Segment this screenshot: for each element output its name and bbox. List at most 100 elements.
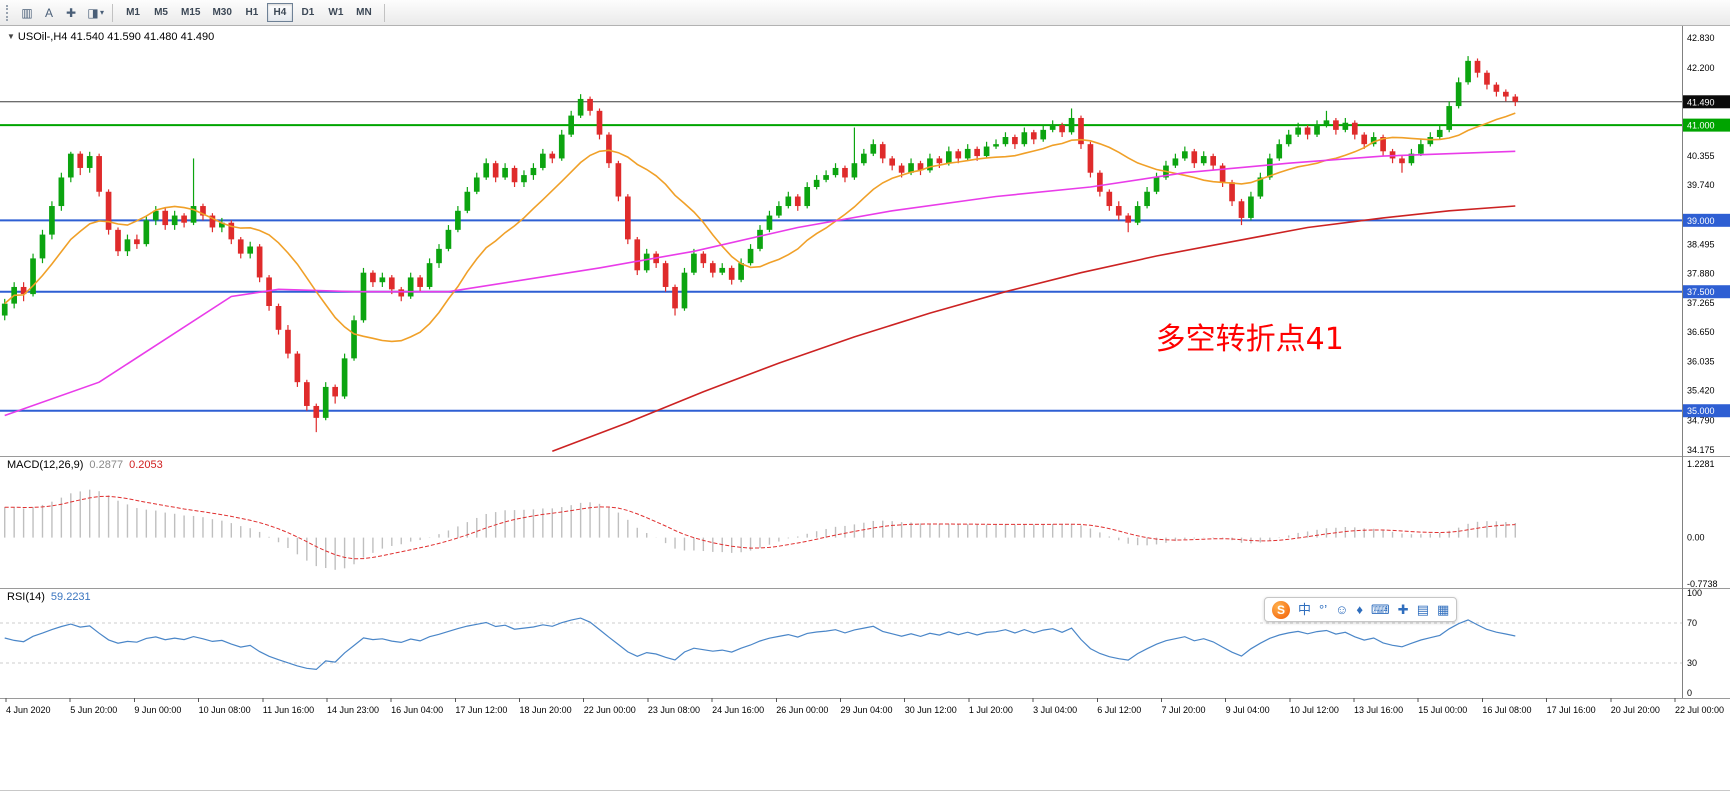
time-label: 9 Jul 04:00 — [1226, 705, 1270, 715]
price-tick: 38.495 — [1687, 239, 1715, 249]
timeframe-w1[interactable]: W1 — [328, 7, 344, 18]
price-tick: 34.790 — [1687, 416, 1715, 426]
timeframe-buttons: M1 M5 M15 M30 H1 H4 D1 W1 MN — [119, 3, 378, 22]
rsi-tick: 70 — [1687, 618, 1697, 628]
price-badge — [1683, 285, 1730, 299]
timeframe-m30[interactable]: M30 — [212, 7, 232, 18]
macd-tick: 1.2281 — [1687, 459, 1715, 469]
price-tick: 37.265 — [1687, 298, 1715, 308]
macd-signal-line — [4, 495, 1516, 560]
clipboard-icon[interactable]: ▤ — [1416, 602, 1429, 617]
toolbox-icon[interactable]: ✚ — [1397, 602, 1409, 617]
price-tick: 42.830 — [1687, 33, 1715, 43]
price-tick: 39.740 — [1687, 180, 1715, 190]
time-label: 10 Jul 12:00 — [1290, 705, 1339, 715]
time-label: 22 Jun 00:00 — [584, 705, 636, 715]
price-tick: 37.880 — [1687, 269, 1715, 279]
ma-mid-line — [4, 150, 1516, 417]
price-tick: 40.355 — [1687, 151, 1715, 161]
smiley-icon[interactable]: ☺ — [1335, 602, 1349, 617]
time-label: 29 Jun 04:00 — [841, 705, 893, 715]
window-bottom-border — [0, 790, 1730, 791]
rsi-tick: 30 — [1687, 658, 1697, 668]
svg-text:41.000: 41.000 — [1687, 121, 1715, 131]
price-tick: 34.175 — [1687, 445, 1715, 455]
price-tick: 36.650 — [1687, 327, 1715, 337]
time-label: 3 Jul 04:00 — [1033, 705, 1077, 715]
sogou-logo[interactable]: S — [1272, 600, 1290, 619]
symbol-header: ▼ USOil-,H4 41.540 41.590 41.480 41.490 — [7, 31, 214, 43]
price-tick: 35.420 — [1687, 386, 1715, 396]
rsi-line — [4, 617, 1516, 671]
svg-text:37.500: 37.500 — [1687, 287, 1715, 297]
toolbar-icons: ▥ A ✚ ◨ — [16, 3, 104, 23]
keyboard-icon[interactable]: ⌨ — [1371, 602, 1390, 617]
ma-slow-line — [552, 205, 1516, 452]
time-label: 24 Jun 16:00 — [712, 705, 764, 715]
time-label: 16 Jun 04:00 — [391, 705, 443, 715]
time-axis[interactable]: 4 Jun 2020 5 Jun 20:00 9 Jun 00:00 10 Jun 0… — [5, 698, 1724, 715]
time-label: 30 Jun 12:00 — [905, 705, 957, 715]
time-label: 6 Jul 12:00 — [1097, 705, 1141, 715]
macd-signal-value: 0.2053 — [129, 459, 163, 471]
symbol-label: USOil-,H4 — [17, 31, 68, 43]
panel-separators — [0, 456, 1730, 699]
ma-fast-line — [4, 112, 1516, 343]
mic-icon[interactable]: ♦ — [1356, 602, 1364, 617]
toolbar-separator — [383, 3, 385, 22]
timeframe-d1[interactable]: D1 — [301, 7, 315, 18]
time-label: 4 Jun 2020 — [6, 705, 51, 715]
timeframe-m15[interactable]: M15 — [181, 7, 201, 18]
toolbar-separator — [112, 3, 114, 22]
timeframe-h4[interactable]: H4 — [266, 3, 293, 22]
grid-icon[interactable]: ▦ — [1437, 602, 1450, 617]
price-badge — [1683, 213, 1730, 227]
chinese-mode-icon[interactable]: 中 — [1298, 602, 1312, 617]
timeframe-mn[interactable]: MN — [356, 7, 372, 18]
time-label: 26 Jun 00:00 — [776, 705, 828, 715]
macd-label: MACD(12,26,9) — [7, 459, 84, 471]
time-label: 17 Jul 16:00 — [1547, 705, 1596, 715]
toolbar-grip — [6, 4, 10, 21]
svg-text:41.490: 41.490 — [1687, 97, 1715, 107]
punctuation-icon[interactable]: °’ — [1319, 602, 1328, 617]
rsi-tick: 0 — [1687, 688, 1692, 698]
time-label: 23 Jun 08:00 — [648, 705, 700, 715]
chart-annotation: 多空转折点41 — [1156, 322, 1344, 357]
macd-tick: -0.7738 — [1687, 579, 1718, 589]
candles-layer — [1, 56, 1519, 433]
svg-text:35.000: 35.000 — [1687, 406, 1715, 416]
rsi-label: RSI(14) — [7, 591, 45, 603]
rsi-tick: 100 — [1687, 588, 1702, 598]
price-axis[interactable]: 42.830 42.200 40.355 39.740 38.495 37.880 37.2… — [1682, 26, 1730, 698]
time-label: 1 Jul 20:00 — [969, 705, 1013, 715]
svg-text:39.000: 39.000 — [1687, 216, 1715, 226]
time-label: 18 Jun 20:00 — [520, 705, 572, 715]
chart-window-icon[interactable]: ▥ — [21, 5, 33, 20]
time-label: 5 Jun 20:00 — [70, 705, 117, 715]
rsi-value: 59.2231 — [50, 591, 91, 603]
rsi-header: RSI(14) 59.2231 — [7, 591, 91, 603]
time-label: 22 Jul 00:00 — [1675, 705, 1724, 715]
time-label: 11 Jun 16:00 — [263, 705, 314, 715]
time-label: 9 Jun 00:00 — [134, 705, 181, 715]
time-label: 20 Jul 20:00 — [1611, 705, 1660, 715]
time-label: 10 Jun 08:00 — [199, 705, 251, 715]
timeframe-h1[interactable]: H1 — [245, 7, 259, 18]
chart-mode-dropdown-icon[interactable]: ◨ — [87, 5, 99, 20]
dropdown-caret-icon[interactable]: ▾ — [100, 8, 105, 17]
price-tick: 42.200 — [1687, 63, 1715, 73]
crosshair-icon[interactable]: ✚ — [65, 5, 77, 20]
input-method-toolbar[interactable]: S 中 °’ ☺ ♦ ⌨ ✚ ▤ ▦ — [1264, 597, 1458, 622]
macd-header: MACD(12,26,9) 0.2877 0.2053 — [7, 459, 163, 471]
timeframe-m5[interactable]: M5 — [154, 7, 168, 18]
time-label: 16 Jul 08:00 — [1482, 705, 1531, 715]
collapse-arrow-icon[interactable]: ▼ — [7, 32, 15, 41]
ohlc-values: 41.540 41.590 41.480 41.490 — [70, 31, 215, 43]
timeframe-m1[interactable]: M1 — [126, 7, 140, 18]
toolbar: ▥ A ✚ ◨ ▾ M1 M5 M15 M30 H1 H4 D1 W1 MN — [0, 0, 1730, 26]
price-badge — [1683, 404, 1730, 418]
time-label: 15 Jul 00:00 — [1418, 705, 1467, 715]
text-tool-icon[interactable]: A — [44, 5, 53, 20]
